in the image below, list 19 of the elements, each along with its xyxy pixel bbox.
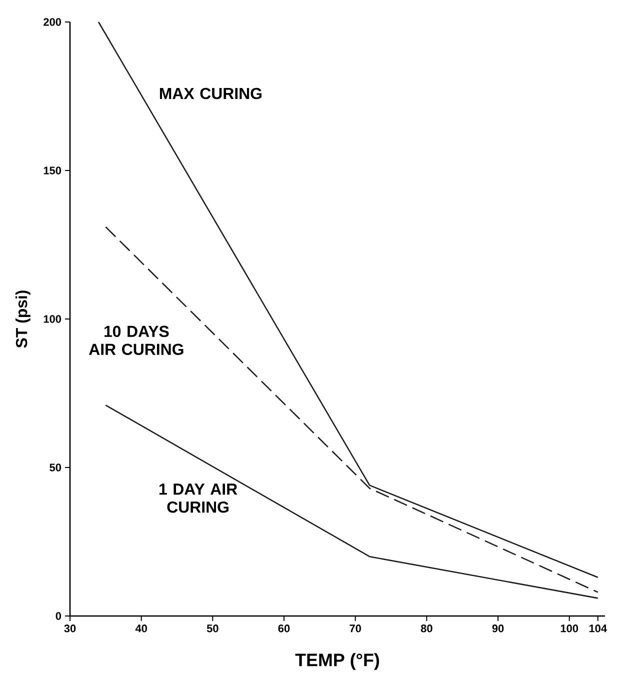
y-tick-label: 50 (50, 464, 62, 472)
x-tick-label: 80 (420, 624, 432, 632)
x-tick-label: 104 (589, 624, 607, 632)
y-axis-title: ST (psi) (16, 290, 30, 348)
x-tick-label: 50 (206, 624, 218, 632)
y-tick-label: 200 (44, 18, 62, 26)
y-tick-label: 150 (44, 166, 62, 174)
series-label: MAX CURING (160, 88, 262, 100)
series-label: 1 DAY AIR CURING (159, 484, 238, 513)
y-tick-label: 100 (44, 315, 62, 323)
x-tick-label: 90 (492, 624, 504, 632)
x-axis-title: TEMP (°F) (295, 653, 380, 670)
x-tick-label: 100 (560, 624, 578, 632)
x-tick-label: 70 (350, 624, 361, 632)
x-tick-label: 60 (278, 624, 290, 632)
x-tick-label: 30 (64, 624, 76, 632)
x-tick-label: 40 (135, 624, 147, 632)
y-tick-label: 0 (56, 612, 62, 620)
series-label: 10 DAYS AIR CURING (89, 326, 184, 355)
